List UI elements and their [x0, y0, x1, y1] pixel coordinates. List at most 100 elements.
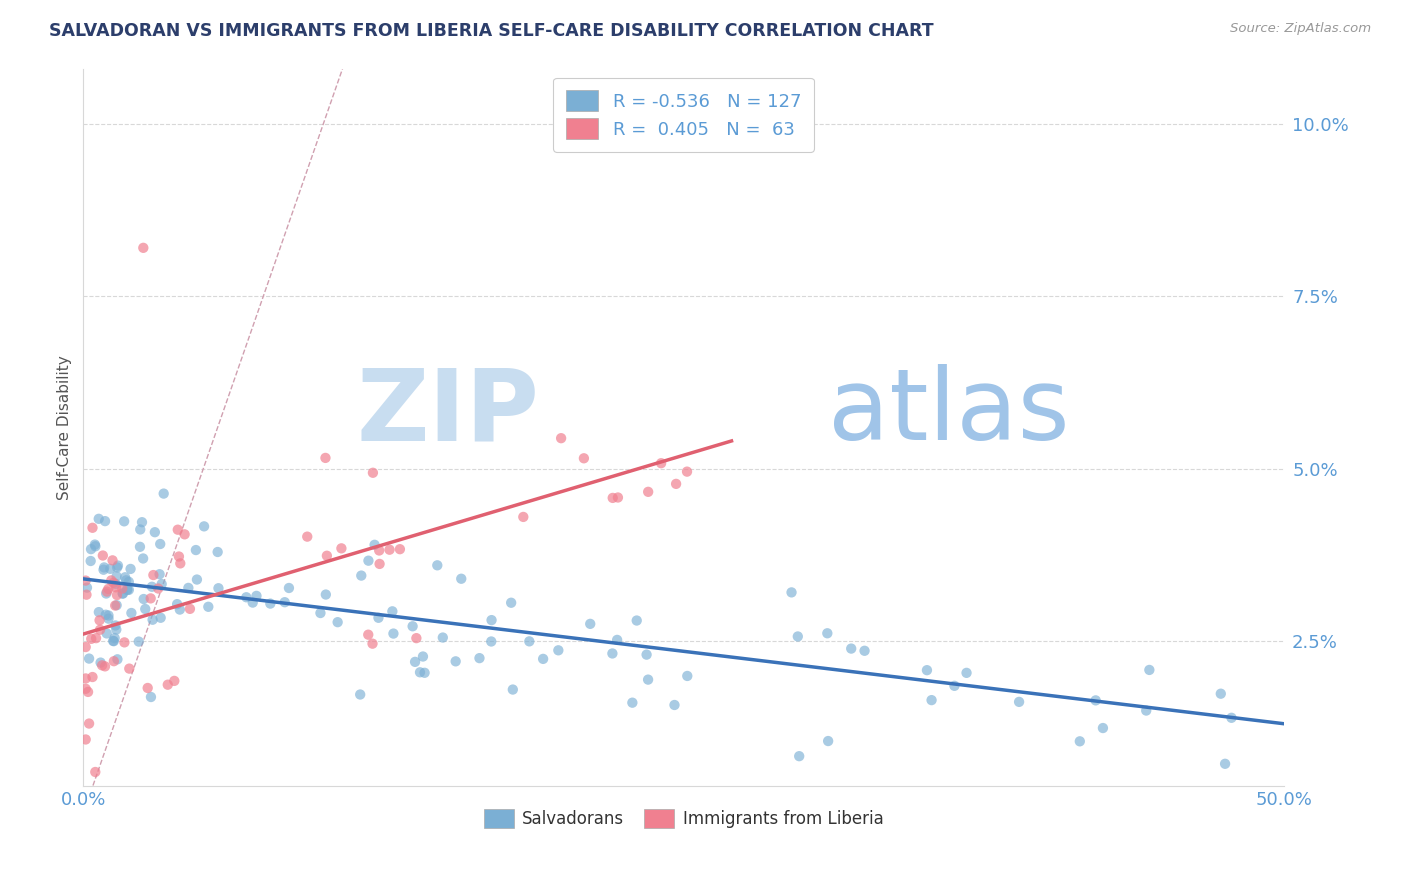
Point [142, 568, 165, 582]
Point [117, 582, 139, 597]
Point [84, 764, 107, 779]
Point [131, 515, 153, 529]
Point [111, 586, 134, 600]
Point [80, 632, 103, 646]
Point [297, 530, 319, 544]
Point [173, 527, 195, 541]
Point [76, 588, 98, 602]
Point [118, 582, 141, 597]
Point [853, 644, 876, 658]
Point [118, 662, 141, 676]
Point [1008, 695, 1031, 709]
Point [101, 553, 124, 567]
Point [93, 560, 115, 574]
Point [128, 634, 150, 648]
Point [363, 538, 385, 552]
Point [259, 597, 281, 611]
Point [97, 612, 120, 626]
Point [382, 626, 405, 640]
Point [101, 634, 124, 648]
Point [315, 549, 337, 563]
Legend: Salvadorans, Immigrants from Liberia: Salvadorans, Immigrants from Liberia [477, 802, 890, 835]
Text: SALVADORAN VS IMMIGRANTS FROM LIBERIA SELF-CARE DISABILITY CORRELATION CHART: SALVADORAN VS IMMIGRANTS FROM LIBERIA SE… [49, 22, 934, 40]
Point [676, 465, 699, 479]
Point [361, 637, 384, 651]
Point [149, 611, 172, 625]
Point [1084, 693, 1107, 707]
Point [401, 619, 423, 633]
Point [156, 678, 179, 692]
Point [1069, 734, 1091, 748]
Point [606, 632, 628, 647]
Point [94, 607, 117, 622]
Point [1137, 663, 1160, 677]
Text: atlas: atlas [828, 364, 1069, 461]
Point [136, 681, 159, 695]
Point [94, 659, 117, 673]
Point [278, 581, 301, 595]
Point [103, 654, 125, 668]
Point [186, 573, 208, 587]
Point [105, 569, 128, 583]
Point [207, 545, 229, 559]
Point [112, 635, 135, 649]
Point [676, 669, 699, 683]
Point [817, 734, 839, 748]
Point [97, 608, 120, 623]
Point [76, 581, 98, 595]
Point [150, 577, 173, 591]
Point [349, 688, 371, 702]
Point [450, 572, 472, 586]
Point [444, 654, 467, 668]
Point [481, 613, 503, 627]
Point [245, 589, 267, 603]
Point [104, 618, 127, 632]
Point [96, 586, 118, 600]
Point [274, 595, 297, 609]
Point [107, 652, 129, 666]
Point [388, 542, 411, 557]
Point [75, 681, 97, 696]
Point [141, 580, 163, 594]
Point [839, 641, 862, 656]
Point [664, 698, 686, 712]
Point [98, 562, 121, 576]
Point [132, 551, 155, 566]
Point [404, 655, 426, 669]
Point [77, 685, 100, 699]
Point [83, 538, 105, 552]
Point [148, 582, 170, 596]
Point [432, 631, 454, 645]
Point [915, 663, 938, 677]
Point [149, 537, 172, 551]
Point [84, 631, 107, 645]
Point [97, 582, 120, 596]
Point [114, 570, 136, 584]
Point [357, 628, 380, 642]
Point [636, 648, 658, 662]
Point [75, 640, 97, 654]
Point [90, 656, 112, 670]
Point [626, 614, 648, 628]
Point [242, 596, 264, 610]
Point [139, 690, 162, 704]
Point [235, 591, 257, 605]
Point [77, 716, 100, 731]
Point [955, 665, 977, 680]
Point [409, 665, 432, 680]
Point [405, 631, 427, 645]
Point [107, 558, 129, 573]
Point [82, 670, 104, 684]
Point [330, 541, 353, 556]
Point [77, 651, 100, 665]
Point [96, 626, 118, 640]
Point [100, 574, 122, 588]
Point [780, 585, 803, 599]
Point [143, 525, 166, 540]
Point [602, 491, 624, 505]
Point [943, 679, 966, 693]
Point [115, 574, 138, 588]
Point [368, 557, 391, 571]
Point [82, 521, 104, 535]
Point [468, 651, 491, 665]
